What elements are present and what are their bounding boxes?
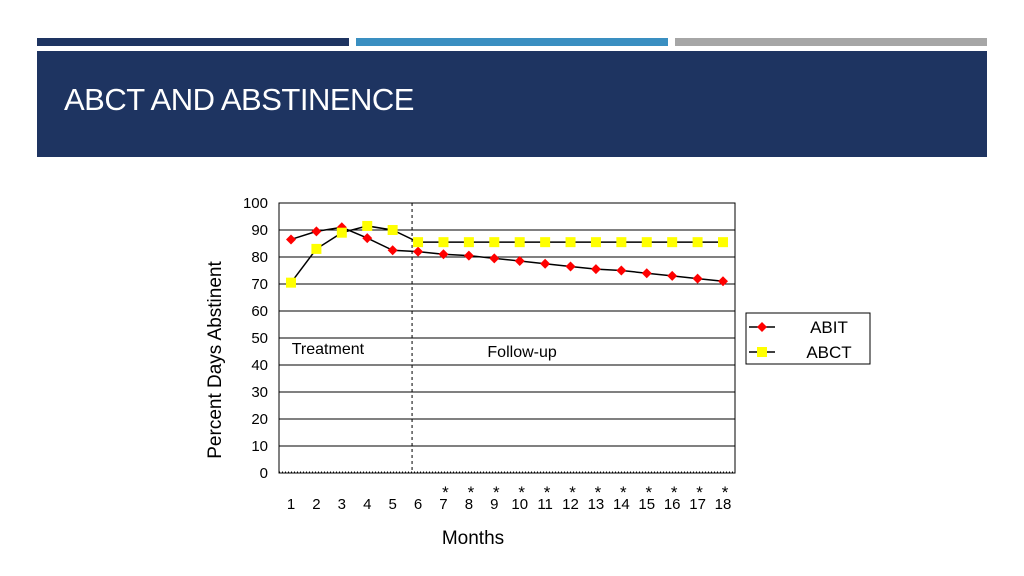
significance-star: * bbox=[569, 483, 576, 502]
y-tick-label: 10 bbox=[251, 438, 268, 455]
legend-marker-abit bbox=[757, 322, 767, 332]
data-point-abct bbox=[718, 237, 728, 248]
significance-star: * bbox=[518, 483, 525, 502]
significance-star: * bbox=[620, 483, 627, 502]
x-tick-label: 12 bbox=[562, 496, 579, 513]
x-tick-label: 3 bbox=[338, 496, 346, 513]
data-point-abct bbox=[387, 225, 398, 235]
x-tick-label: 2 bbox=[312, 496, 320, 513]
x-tick-label: 5 bbox=[388, 496, 396, 513]
x-tick-label: 10 bbox=[511, 496, 528, 513]
x-tick-label: 1 bbox=[287, 496, 295, 513]
y-tick-label: 30 bbox=[251, 384, 268, 401]
y-tick-label: 20 bbox=[251, 411, 268, 428]
data-point-abit bbox=[667, 270, 678, 281]
accent-bar-gray bbox=[675, 38, 987, 46]
legend-label-abct: ABCT bbox=[806, 343, 851, 362]
y-tick-label: 70 bbox=[251, 276, 268, 293]
y-tick-label: 90 bbox=[251, 222, 268, 239]
y-axis-title: Percent Days Abstinent bbox=[205, 261, 226, 459]
y-tick-label: 50 bbox=[251, 330, 268, 347]
data-point-abct bbox=[692, 237, 703, 248]
data-point-abit bbox=[489, 253, 500, 264]
y-tick-label: 0 bbox=[260, 465, 268, 482]
x-tick-label: 7 bbox=[439, 496, 447, 513]
data-point-abct bbox=[616, 237, 627, 248]
data-point-abct bbox=[311, 243, 322, 254]
data-point-abct bbox=[590, 237, 601, 248]
y-tick-label: 80 bbox=[251, 249, 268, 266]
data-point-abit bbox=[590, 264, 601, 275]
data-point-abit bbox=[565, 261, 576, 272]
title-band bbox=[37, 51, 987, 157]
x-tick-label: 16 bbox=[664, 496, 681, 513]
y-tick-label: 100 bbox=[243, 195, 268, 212]
phase-label: Follow-up bbox=[487, 344, 556, 361]
x-tick-label: 17 bbox=[689, 496, 706, 513]
phase-label: Treatment bbox=[292, 341, 365, 358]
data-point-abit bbox=[692, 273, 703, 284]
data-point-abct bbox=[286, 277, 296, 288]
x-tick-label: 4 bbox=[363, 496, 371, 513]
x-tick-label: 18 bbox=[715, 496, 732, 513]
data-point-abit bbox=[413, 246, 424, 257]
y-tick-label: 60 bbox=[251, 303, 268, 320]
significance-star: * bbox=[595, 483, 602, 502]
x-tick-label: 15 bbox=[638, 496, 655, 513]
x-axis-title: Months bbox=[442, 528, 504, 549]
x-tick-label: 9 bbox=[490, 496, 498, 513]
y-tick-label: 40 bbox=[251, 357, 268, 374]
data-point-abct bbox=[667, 237, 678, 248]
x-tick-label: 11 bbox=[537, 496, 553, 513]
data-point-abit bbox=[514, 256, 525, 267]
data-point-abct bbox=[514, 237, 525, 248]
data-point-abit bbox=[616, 265, 627, 276]
x-tick-label: 8 bbox=[465, 496, 473, 513]
significance-star: * bbox=[468, 483, 475, 502]
data-point-abit bbox=[718, 276, 728, 287]
data-point-abct bbox=[641, 237, 652, 248]
data-point-abit bbox=[463, 250, 474, 261]
data-point-abit bbox=[362, 233, 373, 244]
data-point-abit bbox=[311, 226, 322, 237]
data-point-abit bbox=[286, 234, 296, 245]
significance-star: * bbox=[493, 483, 500, 502]
significance-star: * bbox=[442, 483, 449, 502]
data-point-abct bbox=[413, 237, 424, 248]
x-tick-label: 14 bbox=[613, 496, 630, 513]
legend-marker-abct bbox=[757, 347, 767, 357]
data-point-abct bbox=[362, 220, 373, 231]
significance-star: * bbox=[722, 483, 729, 502]
data-point-abct bbox=[336, 227, 347, 238]
x-tick-label: 6 bbox=[414, 496, 422, 513]
accent-bar-blue bbox=[356, 38, 668, 46]
data-point-abct bbox=[489, 237, 500, 248]
data-point-abit bbox=[387, 245, 398, 256]
accent-bar-dark bbox=[37, 38, 349, 46]
data-point-abct bbox=[540, 237, 551, 248]
x-tick-label: 13 bbox=[588, 496, 605, 513]
data-point-abit bbox=[438, 249, 449, 260]
slide-title: ABCT AND ABSTINENCE bbox=[64, 82, 414, 117]
data-point-abit bbox=[540, 258, 551, 269]
data-point-abct bbox=[565, 237, 576, 248]
data-point-abct bbox=[463, 237, 474, 248]
significance-star: * bbox=[544, 483, 551, 502]
significance-star: * bbox=[696, 483, 703, 502]
legend-label-abit: ABIT bbox=[810, 318, 848, 337]
data-point-abit bbox=[641, 268, 652, 279]
significance-star: * bbox=[671, 483, 678, 502]
significance-star: * bbox=[645, 483, 652, 502]
data-point-abct bbox=[438, 237, 449, 248]
